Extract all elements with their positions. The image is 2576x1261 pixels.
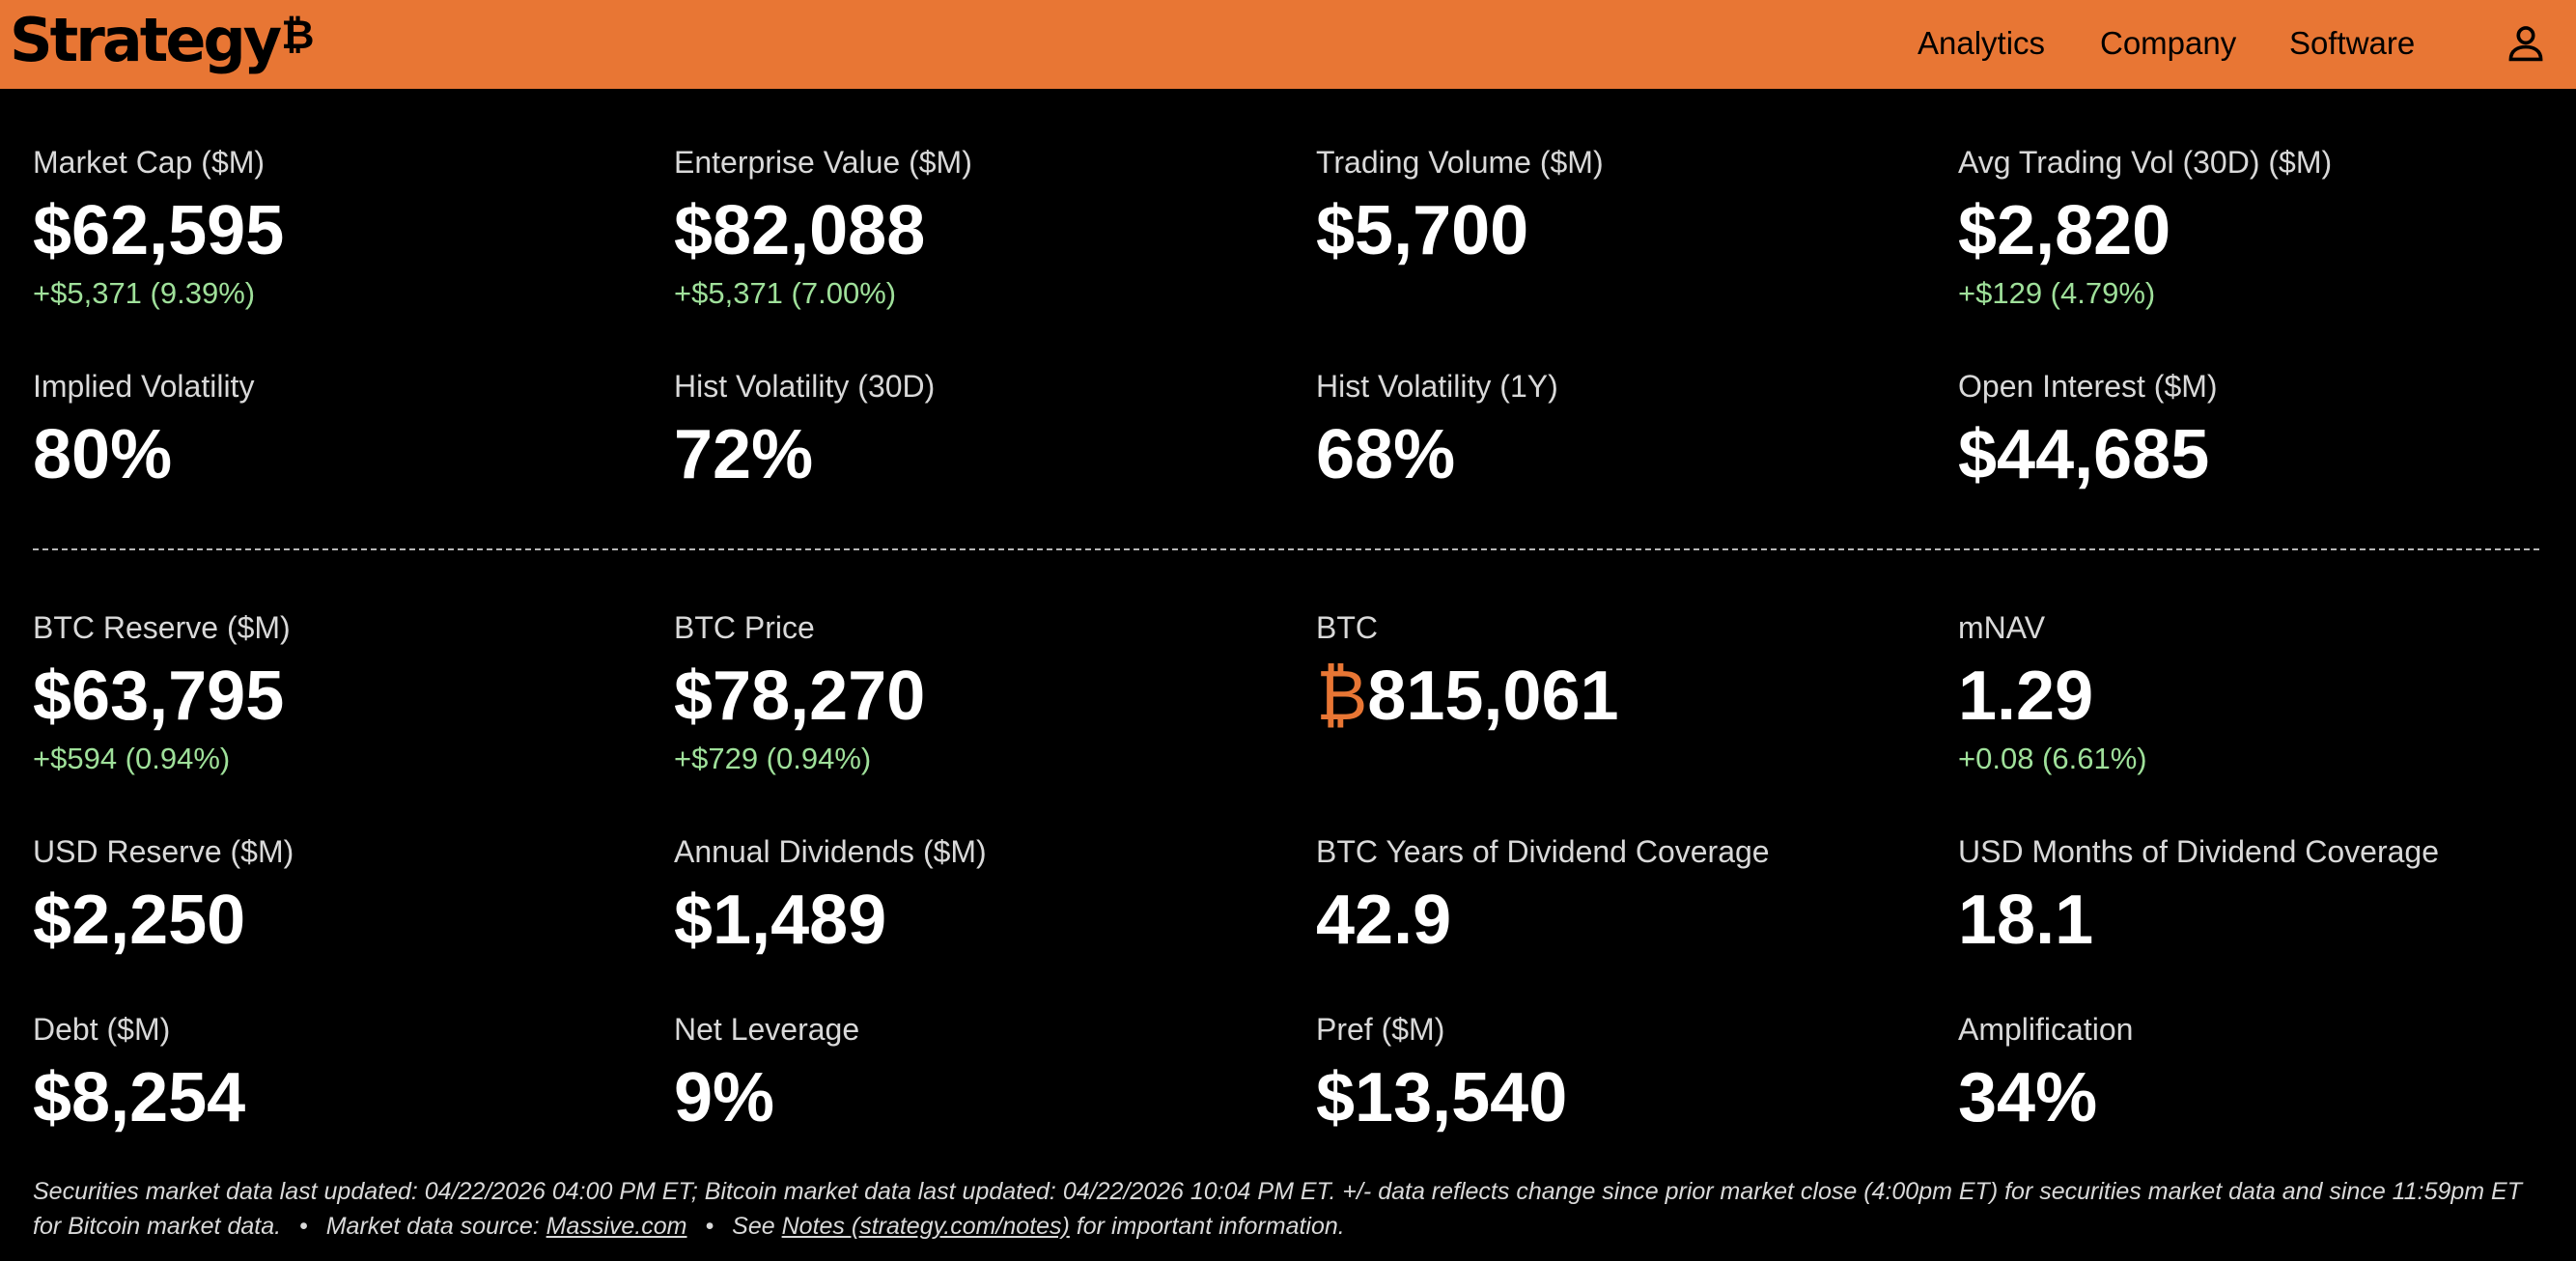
notes-link[interactable]: Notes (strategy.com/notes) <box>781 1213 1070 1240</box>
metric-btc-reserve: BTC Reserve ($M) $63,795 +$594 (0.94%) <box>33 608 651 778</box>
metric-value: $44,685 <box>1958 416 2210 493</box>
metric-label: Net Leverage <box>674 1012 860 1047</box>
metric-value: $78,270 <box>674 658 926 735</box>
metric-btc-price: BTC Price $78,270 +$729 (0.94%) <box>674 608 1292 778</box>
footer-see-suffix: for important information. <box>1076 1213 1345 1240</box>
btc-holdings-amount: 815,061 <box>1367 658 1619 735</box>
metric-label: USD Reserve ($M) <box>33 834 294 869</box>
metric-change: +0.08 (6.61%) <box>1958 742 2147 775</box>
metric-change: +$729 (0.94%) <box>674 742 872 775</box>
metric-change: +$129 (4.79%) <box>1958 276 2156 310</box>
footer-see-prefix: See <box>732 1213 775 1240</box>
user-account-icon[interactable] <box>2505 21 2547 64</box>
massive-source-link[interactable]: Massive.com <box>546 1213 687 1240</box>
metric-implied-volatility: Implied Volatility 80% <box>33 367 651 496</box>
bitcoin-symbol-icon: ₿ <box>1316 658 1368 735</box>
metric-pref: Pref ($M) $13,540 <box>1316 1010 1934 1139</box>
metric-value: $82,088 <box>674 192 926 269</box>
metric-value: $8,254 <box>33 1059 246 1136</box>
metric-usd-reserve: USD Reserve ($M) $2,250 <box>33 832 651 962</box>
metric-hist-volatility-1y: Hist Volatility (1Y) 68% <box>1316 367 1934 496</box>
footer-update-text: Securities market data last updated: 04/… <box>33 1178 2522 1240</box>
metric-open-interest: Open Interest ($M) $44,685 <box>1958 367 2576 496</box>
metric-enterprise-value: Enterprise Value ($M) $82,088 +$5,371 (7… <box>674 143 1292 313</box>
metric-label: Pref ($M) <box>1316 1012 1445 1047</box>
metric-label: USD Months of Dividend Coverage <box>1958 834 2440 869</box>
metric-label: BTC Reserve ($M) <box>33 610 291 645</box>
metric-value: ₿815,061 <box>1316 655 1934 738</box>
metric-mnav: mNAV 1.29 +0.08 (6.61%) <box>1958 608 2576 778</box>
metric-value: $2,250 <box>33 882 246 959</box>
metric-label: mNAV <box>1958 610 2046 645</box>
metric-value: $13,540 <box>1316 1059 1568 1136</box>
section-divider <box>33 548 2539 550</box>
metric-label: Market Cap ($M) <box>33 145 266 180</box>
metric-value: 80% <box>33 416 173 493</box>
metric-label: Trading Volume ($M) <box>1316 145 1604 180</box>
footer-disclaimer: Securities market data last updated: 04/… <box>33 1174 2543 1244</box>
metric-net-leverage: Net Leverage 9% <box>674 1010 1292 1139</box>
metric-value: $63,795 <box>33 658 285 735</box>
metric-value: 1.29 <box>1958 658 2094 735</box>
metric-label: Implied Volatility <box>33 369 255 404</box>
metric-value: $2,820 <box>1958 192 2171 269</box>
metric-value: 34% <box>1958 1059 2098 1136</box>
metric-value: 68% <box>1316 416 1456 493</box>
metric-label: Debt ($M) <box>33 1012 171 1047</box>
logo-text: Strategy <box>10 5 282 75</box>
footer-bullet: • <box>705 1213 714 1240</box>
metric-debt: Debt ($M) $8,254 <box>33 1010 651 1139</box>
footer-source-prefix: Market data source: <box>325 1213 540 1240</box>
metric-change: +$594 (0.94%) <box>33 742 231 775</box>
metric-label: BTC Price <box>674 610 815 645</box>
metric-label: BTC Years of Dividend Coverage <box>1316 834 1770 869</box>
metric-avg-trading-vol: Avg Trading Vol (30D) ($M) $2,820 +$129 … <box>1958 143 2576 313</box>
metric-value: 9% <box>674 1059 775 1136</box>
metric-label: Open Interest ($M) <box>1958 369 2218 404</box>
metric-label: Avg Trading Vol (30D) ($M) <box>1958 145 2333 180</box>
metric-value: $5,700 <box>1316 192 1529 269</box>
metric-label: Hist Volatility (30D) <box>674 369 936 404</box>
footer-bullet: • <box>299 1213 308 1240</box>
metric-trading-volume: Trading Volume ($M) $5,700 <box>1316 143 1934 272</box>
metric-market-cap: Market Cap ($M) $62,595 +$5,371 (9.39%) <box>33 143 651 313</box>
strategy-logo[interactable]: Strategy₿ <box>10 6 314 75</box>
metric-usd-months-dividend-coverage: USD Months of Dividend Coverage 18.1 <box>1958 832 2576 962</box>
metric-label: Amplification <box>1958 1012 2134 1047</box>
metric-label: Enterprise Value ($M) <box>674 145 972 180</box>
metric-btc-holdings: BTC ₿815,061 <box>1316 608 1934 738</box>
metric-value: 42.9 <box>1316 882 1452 959</box>
metric-annual-dividends: Annual Dividends ($M) $1,489 <box>674 832 1292 962</box>
metric-label: BTC <box>1316 610 1378 645</box>
metric-value: 18.1 <box>1958 882 2094 959</box>
metric-btc-years-dividend-coverage: BTC Years of Dividend Coverage 42.9 <box>1316 832 1934 962</box>
metric-change: +$5,371 (9.39%) <box>33 276 256 310</box>
nav-software[interactable]: Software <box>2289 25 2416 61</box>
metric-value: $62,595 <box>33 192 285 269</box>
metric-label: Annual Dividends ($M) <box>674 834 987 869</box>
metric-amplification: Amplification 34% <box>1958 1010 2576 1139</box>
metric-value: $1,489 <box>674 882 887 959</box>
top-navigation-bar: Strategy₿ Analytics Company Software <box>0 0 2576 89</box>
metric-change: +$5,371 (7.00%) <box>674 276 897 310</box>
bitcoin-logo-symbol: ₿ <box>281 11 315 58</box>
metric-value: 72% <box>674 416 814 493</box>
nav-analytics[interactable]: Analytics <box>1918 25 2046 61</box>
metric-hist-volatility-30d: Hist Volatility (30D) 72% <box>674 367 1292 496</box>
nav-company[interactable]: Company <box>2100 25 2237 61</box>
metric-label: Hist Volatility (1Y) <box>1316 369 1558 404</box>
